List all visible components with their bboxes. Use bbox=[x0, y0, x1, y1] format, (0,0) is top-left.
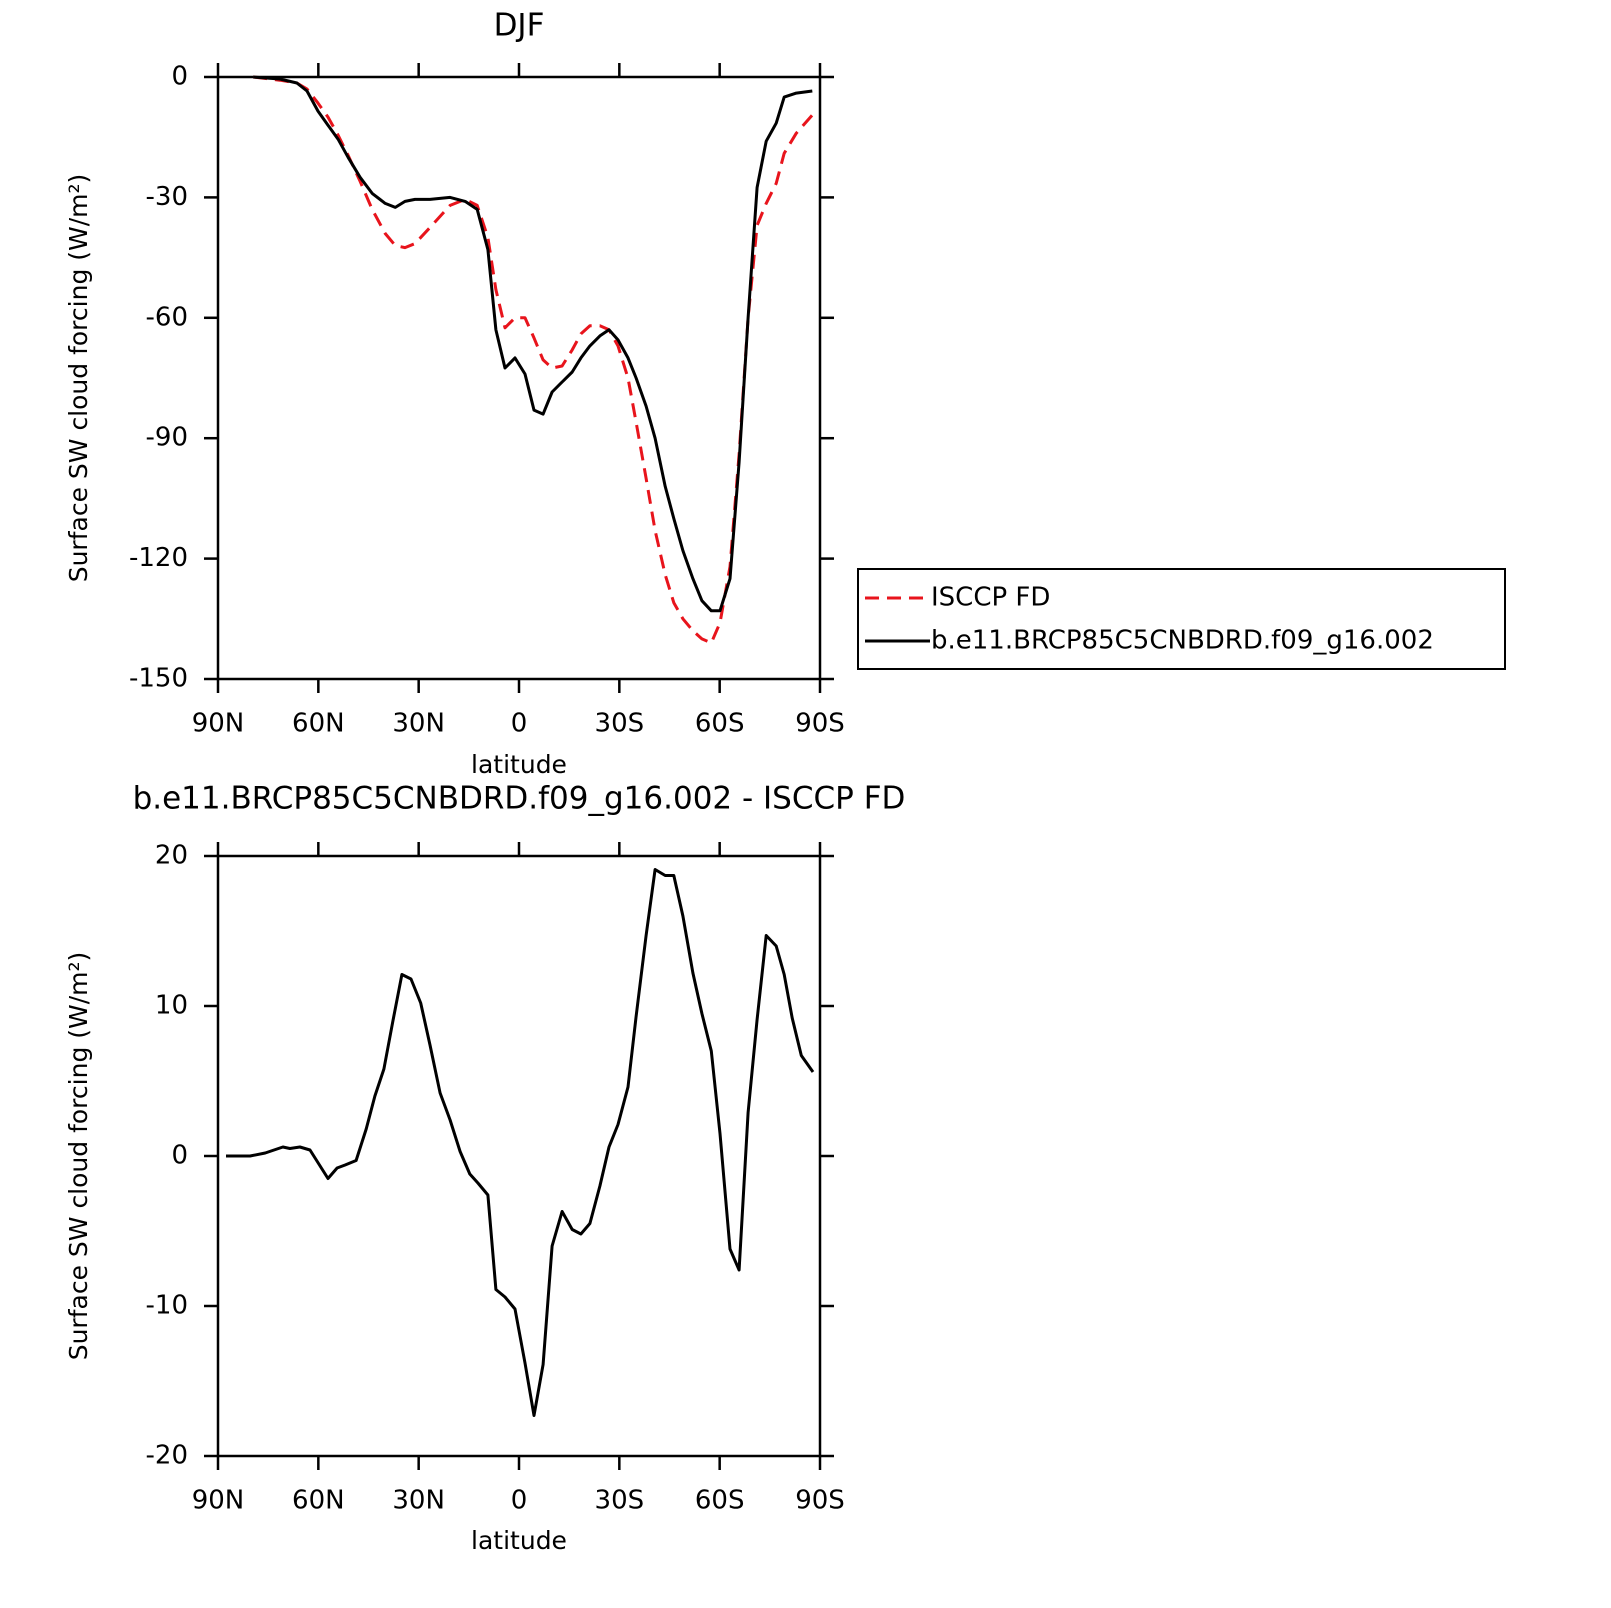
y-tick-label: 0 bbox=[171, 62, 188, 92]
x-tick-label: 90S bbox=[795, 709, 845, 739]
x-axis-label: latitude bbox=[471, 1526, 567, 1555]
x-axis-label: latitude bbox=[471, 750, 567, 779]
x-tick-label: 60N bbox=[292, 709, 345, 739]
y-tick-label: -90 bbox=[146, 423, 188, 453]
legend-label: ISCCP FD bbox=[931, 583, 1050, 613]
x-tick-label: 0 bbox=[511, 709, 528, 739]
y-tick-label: -60 bbox=[146, 302, 188, 332]
y-tick-label: -20 bbox=[146, 1441, 188, 1471]
x-tick-label: 30N bbox=[392, 709, 445, 739]
x-tick-label: 30N bbox=[392, 1486, 445, 1516]
x-tick-label: 60N bbox=[292, 1486, 345, 1516]
x-tick-label: 90N bbox=[192, 709, 245, 739]
plot-frame bbox=[216, 75, 822, 681]
legend-label: b.e11.BRCP85C5CNBDRD.f09_g16.002 bbox=[931, 626, 1434, 656]
x-tick-label: 30S bbox=[595, 709, 645, 739]
y-tick-label: -30 bbox=[146, 182, 188, 212]
x-tick-label: 30S bbox=[595, 1486, 645, 1516]
legend-box bbox=[857, 568, 1506, 670]
y-axis-label: Surface SW cloud forcing (W/m²) bbox=[64, 952, 93, 1361]
data-line bbox=[252, 75, 813, 613]
chart-title: b.e11.BRCP85C5CNBDRD.f09_g16.002 - ISCCP… bbox=[133, 781, 906, 817]
y-axis-label: Surface SW cloud forcing (W/m²) bbox=[64, 174, 93, 583]
plot-frame bbox=[216, 854, 822, 1458]
y-tick-label: -120 bbox=[129, 543, 188, 573]
chart-title: DJF bbox=[494, 8, 545, 44]
data-line bbox=[226, 868, 815, 1417]
data-line bbox=[252, 75, 814, 645]
y-tick-label: 10 bbox=[155, 991, 188, 1021]
y-tick-label: -10 bbox=[146, 1291, 188, 1321]
x-tick-label: 90S bbox=[795, 1486, 845, 1516]
x-tick-label: 0 bbox=[511, 1486, 528, 1516]
y-tick-label: -150 bbox=[129, 664, 188, 694]
x-tick-label: 60S bbox=[695, 1486, 745, 1516]
y-tick-label: 0 bbox=[171, 1141, 188, 1171]
y-tick-label: 20 bbox=[155, 841, 188, 871]
x-tick-label: 60S bbox=[695, 709, 745, 739]
x-tick-label: 90N bbox=[192, 1486, 245, 1516]
